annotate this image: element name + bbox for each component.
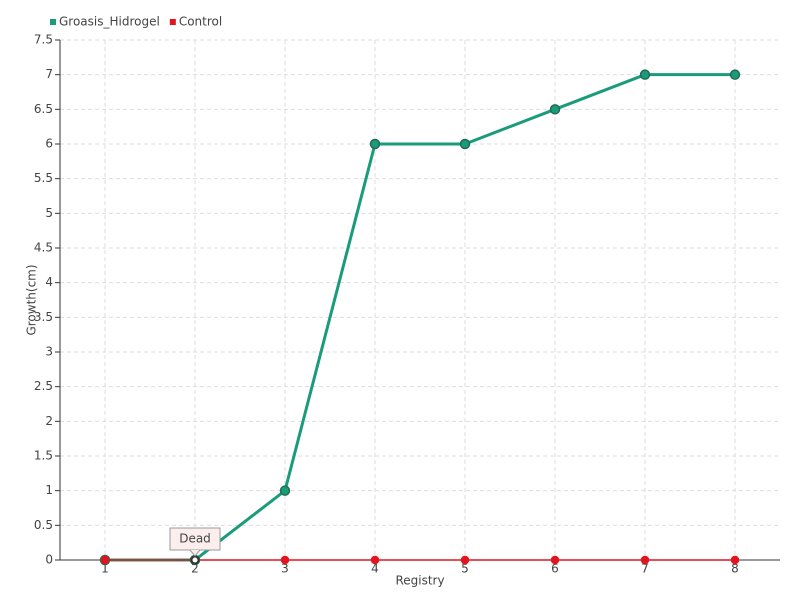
y-tick-label: 2 — [45, 414, 53, 428]
y-tick-label: 6 — [45, 137, 53, 151]
x-tick-label: 5 — [461, 562, 469, 576]
legend: Groasis_Hidrogel Control — [50, 15, 222, 29]
annotation-text: Dead — [179, 532, 211, 546]
x-tick-label: 2 — [191, 562, 199, 576]
data-point — [640, 555, 650, 565]
y-tick-label: 2.5 — [34, 379, 53, 393]
data-point — [639, 69, 651, 80]
annotation-marker — [190, 555, 200, 565]
x-tick-label: 4 — [371, 562, 379, 576]
x-tick-label: 8 — [731, 562, 739, 576]
y-tick-label: 1 — [45, 483, 53, 497]
y-tick-label: 4 — [45, 275, 53, 289]
x-tick-label: 1 — [101, 562, 109, 576]
x-tick-label: 7 — [641, 562, 649, 576]
x-tick-label: 3 — [281, 562, 289, 576]
legend-label: Groasis_Hidrogel — [59, 15, 160, 29]
data-point — [550, 555, 560, 565]
y-tick-label: 7 — [45, 67, 53, 81]
legend-swatch — [50, 19, 56, 25]
x-tick-label: 6 — [551, 562, 559, 576]
data-point — [549, 104, 561, 115]
legend-label: Control — [179, 15, 222, 29]
y-tick-label: 3.5 — [34, 310, 53, 324]
y-tick-label: 3 — [45, 345, 53, 359]
y-tick-label: 1.5 — [34, 449, 53, 463]
data-point — [730, 555, 740, 565]
data-point — [460, 555, 470, 565]
y-tick-label: 0.5 — [34, 518, 53, 532]
y-tick-label: 5.5 — [34, 171, 53, 185]
annotation-pointer — [189, 549, 201, 557]
y-tick-label: 6.5 — [34, 102, 53, 116]
y-tick-label: 5 — [45, 206, 53, 220]
y-tick-label: 4.5 — [34, 241, 53, 255]
x-axis-label: Registry — [395, 574, 444, 588]
legend-swatch — [169, 19, 176, 25]
y-tick-label: 0 — [45, 553, 53, 567]
y-tick-label: 7.5 — [34, 33, 53, 47]
y-axis-label: Growth(cm) — [25, 264, 39, 335]
data-point — [459, 138, 471, 150]
data-point — [370, 555, 380, 565]
data-point — [279, 485, 291, 496]
data-point — [729, 69, 741, 80]
data-point — [369, 138, 381, 150]
data-point — [280, 555, 290, 565]
data-point — [100, 555, 110, 565]
